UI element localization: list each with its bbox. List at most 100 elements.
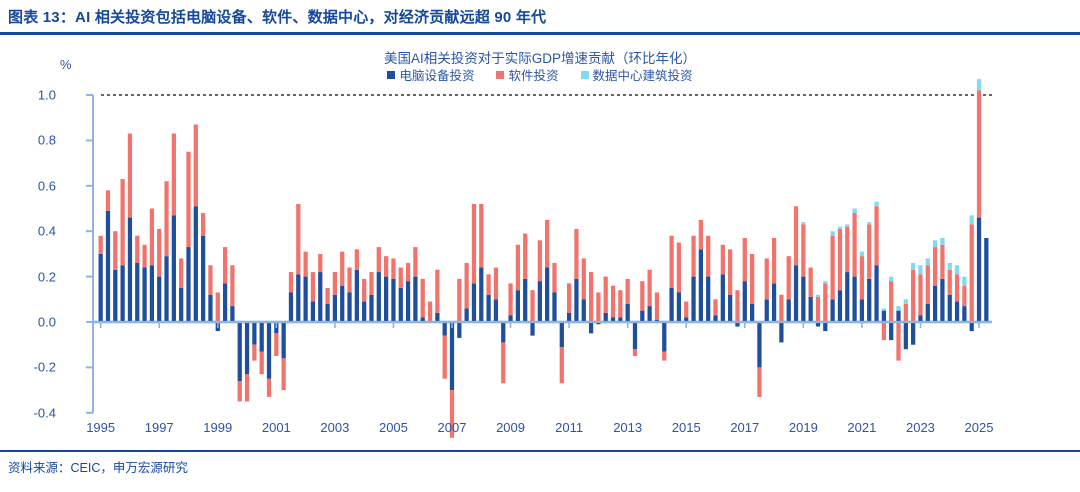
bar-segment-computer_equipment [954,301,960,322]
bar-segment-computer_equipment [874,265,879,322]
bar-segment-computer_equipment [896,310,901,322]
bar-segment-software [735,290,740,322]
bar-segment-software [588,272,594,322]
bar-segment-computer_equipment [815,322,821,327]
legend-item-computer_equipment: 电脑设备投资 [387,65,474,84]
bar-segment-software [501,342,506,384]
bar-segment-computer_equipment [340,285,345,322]
bar-segment-computer_equipment [545,267,550,322]
bar-segment-computer_equipment [135,262,140,322]
bar-segment-computer_equipment [420,317,425,322]
bar-segment-computer_equipment [786,299,791,322]
bar-segment-software [859,256,865,300]
bar-segment-computer_equipment [764,299,769,322]
y-axis-tick-label: 0.8 [37,132,56,148]
x-axis-tick-label: 2021 [847,420,877,435]
bar-segment-software [405,262,411,282]
bar-segment-computer_equipment [676,292,682,322]
bar-segment-software [618,290,623,318]
bar-segment-computer_equipment [559,322,564,347]
bar-segment-data_center [874,201,879,207]
bar-segment-software [962,285,967,307]
bar-segment-software [427,301,433,322]
bar-segment-computer_equipment [742,281,747,322]
bar-segment-computer_equipment [376,272,381,322]
bar-segment-computer_equipment [596,322,601,325]
bar-segment-software [201,213,206,236]
bar-segment-software [801,224,806,277]
bar-segment-software [164,181,169,257]
bar-segment-software [911,269,916,322]
bar-segment-software [486,274,491,295]
bar-segment-software [479,203,484,268]
legend-swatch-software-icon [496,70,505,79]
legend-item-data_center: 数据中心建筑投资 [580,65,693,84]
footer-divider [0,450,1080,452]
bar-segment-software [632,349,638,357]
bar-segment-computer_equipment [405,281,411,322]
bar-segment-computer_equipment [413,276,418,322]
bar-segment-software [603,276,608,313]
bar-segment-software [149,208,155,266]
y-axis-tick-label: -0.2 [33,359,56,375]
bar-segment-software [676,242,682,293]
legend-label: 软件投资 [508,69,559,83]
bar-segment-software [281,358,286,391]
bar-segment-computer_equipment [903,322,908,350]
bar-segment-software [457,278,462,322]
bar-segment-computer_equipment [918,315,923,322]
bar-segment-software [932,247,938,286]
bar-segment-software [171,133,176,216]
bar-segment-software [384,256,389,277]
legend-swatch-computer_equipment-icon [387,70,396,79]
bar-segment-computer_equipment [244,322,250,375]
bar-segment-software [113,231,118,270]
y-axis-tick-label: -0.4 [33,405,56,421]
bar-segment-computer_equipment [493,299,499,322]
bar-segment-computer_equipment [252,322,257,345]
bar-segment-software [552,262,557,293]
bar-segment-computer_equipment [962,306,967,322]
bar-segment-computer_equipment [808,297,813,322]
bar-segment-computer_equipment [362,301,367,322]
bar-segment-computer_equipment [823,322,828,332]
bar-segment-software [728,249,733,295]
bar-segment-software [471,203,477,284]
bar-segment-data_center [867,222,872,225]
bar-segment-computer_equipment [647,306,652,322]
bar-segment-software [940,244,945,279]
bar-segment-software [874,206,879,266]
bar-segment-software [969,224,974,322]
figure-header: 图表 13：AI 相关投资包括电脑设备、软件、数据中心，对经济贡献远超 90 年… [0,0,1080,33]
bar-segment-computer_equipment [720,274,725,322]
bar-segment-software [559,346,564,384]
bar-segment-computer_equipment [947,294,952,322]
bar-segment-software [362,278,367,302]
bar-segment-computer_equipment [567,312,572,322]
bar-segment-computer_equipment [281,322,286,359]
bar-segment-computer_equipment [574,278,579,322]
bar-segment-computer_equipment [149,265,155,322]
bar-segment-software [244,374,250,402]
bar-segment-computer_equipment [691,276,696,322]
bar-segment-software [537,240,542,282]
bar-segment-computer_equipment [581,299,586,322]
bar-segment-software [420,278,425,318]
bar-segment-computer_equipment [706,276,711,322]
bar-segment-software [947,269,952,295]
y-axis-tick-label: 0.4 [37,223,56,239]
bar-segment-computer_equipment [662,322,667,352]
bar-segment-data_center [837,226,843,229]
bar-segment-software [325,287,330,304]
bar-segment-data_center [954,265,960,275]
bar-segment-software [925,265,930,304]
bar-segment-data_center [932,240,938,248]
bar-segment-software [881,322,886,341]
bar-segment-computer_equipment [932,285,938,322]
bar-segment-computer_equipment [610,317,616,322]
bar-segment-computer_equipment [515,290,521,322]
bar-segment-software [127,133,133,218]
bar-segment-computer_equipment [881,310,886,322]
bar-segment-computer_equipment [603,312,608,322]
